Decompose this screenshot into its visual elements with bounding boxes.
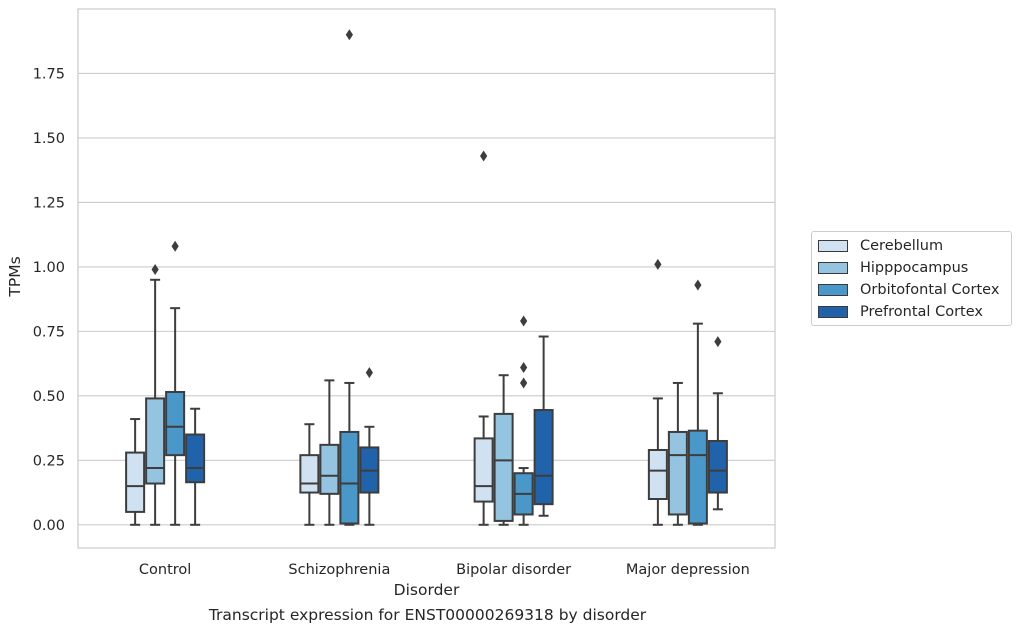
box-iqr bbox=[125, 451, 146, 513]
box-schizophrenia-hipppocampus bbox=[319, 379, 340, 526]
box-major-depression-orbitofontal-cortex bbox=[687, 279, 708, 526]
box-iqr bbox=[339, 430, 360, 525]
outlier-point bbox=[520, 361, 528, 373]
outlier-point bbox=[694, 279, 702, 291]
box-iqr bbox=[647, 449, 668, 500]
legend-label-prefrontal-cortex: Prefrontal Cortex bbox=[860, 304, 983, 320]
x-tick-label: Major depression bbox=[626, 562, 750, 578]
legend-item-hippocampus: Hipppocampus bbox=[818, 259, 968, 277]
box-bipolar-disorder-hipppocampus bbox=[493, 374, 514, 526]
outlier-point bbox=[151, 263, 159, 275]
box-iqr bbox=[493, 412, 514, 522]
box-iqr bbox=[687, 429, 708, 525]
box-iqr bbox=[185, 433, 206, 484]
box-schizophrenia-prefrontal-cortex bbox=[359, 367, 380, 526]
legend-label-hippocampus: Hipppocampus bbox=[860, 260, 969, 276]
outlier-point bbox=[714, 336, 722, 348]
outlier-point bbox=[171, 240, 179, 252]
box-iqr bbox=[667, 430, 688, 516]
outlier-point bbox=[654, 258, 662, 270]
box-iqr bbox=[473, 437, 494, 503]
outlier-point bbox=[345, 29, 353, 41]
legend: Cerebellum Hipppocampus Orbitofontal Cor… bbox=[811, 231, 1012, 326]
y-tick-label: 1.00 bbox=[33, 260, 65, 276]
box-control-orbitofontal-cortex bbox=[165, 240, 186, 526]
box-iqr bbox=[319, 443, 340, 495]
outlier-point bbox=[365, 367, 373, 379]
y-tick-label: 0.50 bbox=[33, 389, 65, 405]
legend-item-prefrontal-cortex: Prefrontal Cortex bbox=[818, 303, 983, 321]
y-tick-label: 1.50 bbox=[33, 131, 65, 147]
outlier-point bbox=[480, 150, 488, 162]
legend-item-cerebellum: Cerebellum bbox=[818, 237, 943, 255]
box-schizophrenia-cerebellum bbox=[299, 423, 320, 526]
legend-item-orbitofrontal-cortex: Orbitofontal Cortex bbox=[818, 281, 999, 299]
legend-swatch-orbitofrontal-cortex bbox=[818, 284, 848, 296]
box-bipolar-disorder-orbitofontal-cortex bbox=[513, 315, 534, 526]
box-major-depression-cerebellum bbox=[647, 258, 668, 526]
box-iqr bbox=[533, 409, 554, 506]
figure-caption: Transcript expression for ENST0000026931… bbox=[208, 606, 647, 624]
x-axis-ticks: Control Schizophrenia Bipolar disorder Majo… bbox=[139, 562, 750, 578]
y-tick-label: 0.25 bbox=[33, 453, 65, 469]
y-axis-ticks: 0.00 0.25 0.50 0.75 1.00 1.25 1.50 1.75 bbox=[33, 66, 65, 533]
box-bipolar-disorder-cerebellum bbox=[473, 150, 494, 526]
x-tick-label: Bipolar disorder bbox=[456, 562, 571, 578]
outlier-point bbox=[520, 315, 528, 327]
x-tick-label: Control bbox=[139, 562, 191, 578]
x-tick-label: Schizophrenia bbox=[288, 562, 390, 578]
box-control-cerebellum bbox=[125, 418, 146, 526]
legend-label-cerebellum: Cerebellum bbox=[860, 238, 944, 254]
box-plots bbox=[125, 29, 728, 526]
box-bipolar-disorder-prefrontal-cortex bbox=[533, 335, 554, 517]
box-iqr bbox=[165, 390, 186, 457]
y-tick-label: 0.75 bbox=[33, 324, 65, 340]
legend-label-orbitofrontal-cortex: Orbitofontal Cortex bbox=[860, 282, 1000, 298]
x-axis-label: Disorder bbox=[394, 581, 460, 599]
box-major-depression-hipppocampus bbox=[667, 381, 688, 526]
box-schizophrenia-orbitofontal-cortex bbox=[339, 29, 360, 526]
plot-area-frame bbox=[77, 8, 776, 549]
legend-swatch-prefrontal-cortex bbox=[818, 306, 848, 318]
box-iqr bbox=[707, 439, 728, 494]
box-iqr bbox=[145, 397, 166, 485]
legend-swatch-hippocampus bbox=[818, 262, 848, 274]
box-major-depression-prefrontal-cortex bbox=[707, 336, 728, 511]
box-control-prefrontal-cortex bbox=[185, 407, 206, 526]
y-tick-label: 1.75 bbox=[33, 66, 65, 82]
box-iqr bbox=[299, 454, 320, 494]
outlier-point bbox=[520, 377, 528, 389]
y-tick-label: 0.00 bbox=[33, 518, 65, 534]
legend-swatch-cerebellum bbox=[818, 240, 848, 252]
y-tick-label: 1.25 bbox=[33, 195, 65, 211]
y-axis-label: TPMs bbox=[6, 256, 24, 297]
box-control-hipppocampus bbox=[145, 263, 166, 526]
